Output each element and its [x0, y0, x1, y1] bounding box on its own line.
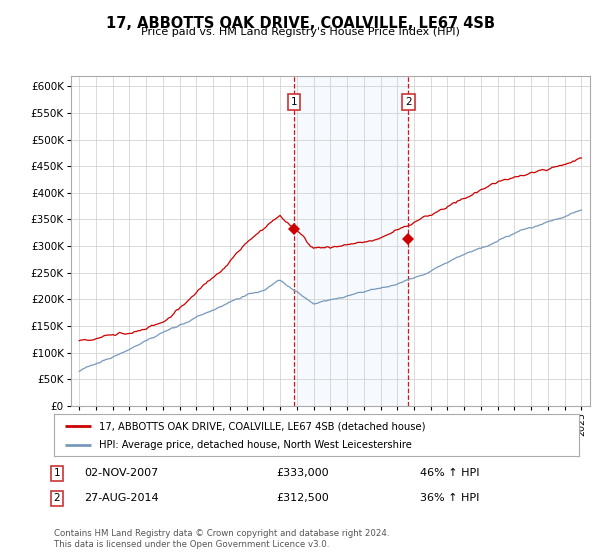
Text: 46% ↑ HPI: 46% ↑ HPI: [420, 468, 479, 478]
Text: 17, ABBOTTS OAK DRIVE, COALVILLE, LE67 4SB (detached house): 17, ABBOTTS OAK DRIVE, COALVILLE, LE67 4…: [98, 421, 425, 431]
Text: 36% ↑ HPI: 36% ↑ HPI: [420, 493, 479, 503]
Text: 17, ABBOTTS OAK DRIVE, COALVILLE, LE67 4SB: 17, ABBOTTS OAK DRIVE, COALVILLE, LE67 4…: [106, 16, 494, 31]
Text: 2: 2: [53, 493, 61, 503]
Text: 1: 1: [291, 97, 298, 108]
Text: Price paid vs. HM Land Registry's House Price Index (HPI): Price paid vs. HM Land Registry's House …: [140, 27, 460, 37]
Text: £333,000: £333,000: [276, 468, 329, 478]
Bar: [294, 76, 409, 406]
Text: £312,500: £312,500: [276, 493, 329, 503]
Text: 2: 2: [405, 97, 412, 108]
Text: 1: 1: [53, 468, 61, 478]
Text: HPI: Average price, detached house, North West Leicestershire: HPI: Average price, detached house, Nort…: [98, 440, 412, 450]
Text: 27-AUG-2014: 27-AUG-2014: [84, 493, 158, 503]
Text: 02-NOV-2007: 02-NOV-2007: [84, 468, 158, 478]
Text: Contains HM Land Registry data © Crown copyright and database right 2024.
This d: Contains HM Land Registry data © Crown c…: [54, 529, 389, 549]
